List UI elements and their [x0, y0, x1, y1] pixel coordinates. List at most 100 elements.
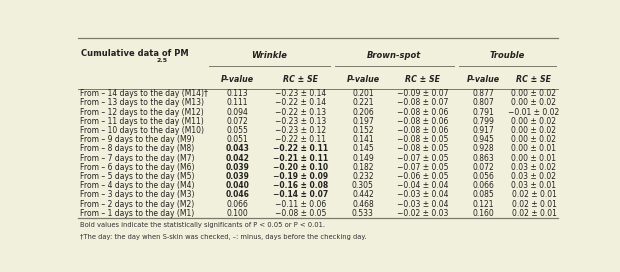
Text: −0.23 ± 0.14: −0.23 ± 0.14: [275, 89, 326, 98]
Text: 0.141: 0.141: [352, 135, 374, 144]
Text: 0.917: 0.917: [472, 126, 494, 135]
Text: −0.14 ± 0.07: −0.14 ± 0.07: [273, 190, 328, 199]
Text: 0.121: 0.121: [472, 200, 494, 209]
Text: 0.00 ± 0.02: 0.00 ± 0.02: [512, 89, 557, 98]
Text: From – 11 days to the day (M11): From – 11 days to the day (M11): [81, 117, 204, 126]
Text: 0.100: 0.100: [227, 209, 249, 218]
Text: 0.201: 0.201: [352, 89, 374, 98]
Text: 0.149: 0.149: [352, 154, 374, 163]
Text: −0.08 ± 0.06: −0.08 ± 0.06: [397, 126, 448, 135]
Text: P-value: P-value: [347, 75, 379, 84]
Text: Bold values indicate the statistically significants of P < 0.05 or P < 0.01.: Bold values indicate the statistically s…: [81, 222, 326, 228]
Text: 0.046: 0.046: [226, 190, 249, 199]
Text: 0.945: 0.945: [472, 135, 494, 144]
Text: 0.791: 0.791: [472, 108, 494, 117]
Text: −0.08 ± 0.05: −0.08 ± 0.05: [275, 209, 326, 218]
Text: From – 1 days to the day (M1): From – 1 days to the day (M1): [81, 209, 195, 218]
Text: −0.08 ± 0.06: −0.08 ± 0.06: [397, 108, 448, 117]
Text: Cumulative data of PM: Cumulative data of PM: [81, 50, 189, 58]
Text: −0.03 ± 0.04: −0.03 ± 0.04: [397, 200, 448, 209]
Text: From – 8 days to the day (M8): From – 8 days to the day (M8): [81, 144, 195, 153]
Text: 0.145: 0.145: [352, 144, 374, 153]
Text: Brown-spot: Brown-spot: [367, 51, 421, 60]
Text: −0.23 ± 0.13: −0.23 ± 0.13: [275, 117, 326, 126]
Text: 0.863: 0.863: [472, 154, 494, 163]
Text: 0.232: 0.232: [352, 172, 374, 181]
Text: −0.22 ± 0.11: −0.22 ± 0.11: [275, 135, 326, 144]
Text: 0.113: 0.113: [227, 89, 249, 98]
Text: 0.533: 0.533: [352, 209, 374, 218]
Text: †The day: the day when S-skin was checked, –: minus, days before the checking da: †The day: the day when S-skin was checke…: [81, 234, 367, 240]
Text: From – 9 days to the day (M9): From – 9 days to the day (M9): [81, 135, 195, 144]
Text: −0.19 ± 0.09: −0.19 ± 0.09: [273, 172, 328, 181]
Text: From – 3 days to the day (M3): From – 3 days to the day (M3): [81, 190, 195, 199]
Text: −0.01 ± 0.02: −0.01 ± 0.02: [508, 108, 560, 117]
Text: P-value: P-value: [221, 75, 254, 84]
Text: −0.22 ± 0.14: −0.22 ± 0.14: [275, 98, 326, 107]
Text: 0.072: 0.072: [227, 117, 249, 126]
Text: 0.051: 0.051: [227, 135, 249, 144]
Text: −0.22 ± 0.13: −0.22 ± 0.13: [275, 108, 326, 117]
Text: 0.152: 0.152: [352, 126, 374, 135]
Text: −0.09 ± 0.07: −0.09 ± 0.07: [397, 89, 448, 98]
Text: 0.197: 0.197: [352, 117, 374, 126]
Text: 0.799: 0.799: [472, 117, 494, 126]
Text: 0.040: 0.040: [226, 181, 249, 190]
Text: From – 12 days to the day (M12): From – 12 days to the day (M12): [81, 108, 204, 117]
Text: Wrinkle: Wrinkle: [251, 51, 287, 60]
Text: 0.094: 0.094: [226, 108, 249, 117]
Text: 2.5: 2.5: [156, 58, 167, 63]
Text: 0.305: 0.305: [352, 181, 374, 190]
Text: 0.02 ± 0.01: 0.02 ± 0.01: [512, 200, 556, 209]
Text: −0.11 ± 0.06: −0.11 ± 0.06: [275, 200, 326, 209]
Text: −0.07 ± 0.05: −0.07 ± 0.05: [397, 163, 448, 172]
Text: 0.442: 0.442: [352, 190, 374, 199]
Text: 0.055: 0.055: [226, 126, 249, 135]
Text: −0.08 ± 0.06: −0.08 ± 0.06: [397, 117, 448, 126]
Text: 0.056: 0.056: [472, 172, 494, 181]
Text: −0.16 ± 0.08: −0.16 ± 0.08: [273, 181, 328, 190]
Text: From – 4 days to the day (M4): From – 4 days to the day (M4): [81, 181, 195, 190]
Text: From – 7 days to the day (M7): From – 7 days to the day (M7): [81, 154, 195, 163]
Text: 0.00 ± 0.01: 0.00 ± 0.01: [512, 144, 557, 153]
Text: −0.20 ± 0.10: −0.20 ± 0.10: [273, 163, 328, 172]
Text: 0.00 ± 0.02: 0.00 ± 0.02: [512, 98, 557, 107]
Text: −0.07 ± 0.05: −0.07 ± 0.05: [397, 154, 448, 163]
Text: 0.00 ± 0.02: 0.00 ± 0.02: [512, 117, 557, 126]
Text: −0.06 ± 0.05: −0.06 ± 0.05: [397, 172, 448, 181]
Text: −0.08 ± 0.05: −0.08 ± 0.05: [397, 135, 448, 144]
Text: −0.22 ± 0.11: −0.22 ± 0.11: [273, 144, 328, 153]
Text: 0.206: 0.206: [352, 108, 374, 117]
Text: From – 2 days to the day (M2): From – 2 days to the day (M2): [81, 200, 195, 209]
Text: From – 5 days to the day (M5): From – 5 days to the day (M5): [81, 172, 195, 181]
Text: 0.03 ± 0.02: 0.03 ± 0.02: [512, 163, 557, 172]
Text: 0.03 ± 0.01: 0.03 ± 0.01: [512, 181, 557, 190]
Text: 0.111: 0.111: [227, 98, 248, 107]
Text: 0.928: 0.928: [472, 144, 494, 153]
Text: 0.00 ± 0.02: 0.00 ± 0.02: [512, 135, 557, 144]
Text: From – 13 days to the day (M13): From – 13 days to the day (M13): [81, 98, 205, 107]
Text: 0.468: 0.468: [352, 200, 374, 209]
Text: 0.085: 0.085: [472, 190, 494, 199]
Text: 0.039: 0.039: [226, 163, 249, 172]
Text: 0.02 ± 0.01: 0.02 ± 0.01: [512, 190, 556, 199]
Text: RC ± SE: RC ± SE: [283, 75, 318, 84]
Text: P-value: P-value: [466, 75, 500, 84]
Text: 0.807: 0.807: [472, 98, 494, 107]
Text: −0.23 ± 0.12: −0.23 ± 0.12: [275, 126, 326, 135]
Text: RC ± SE: RC ± SE: [516, 75, 551, 84]
Text: −0.08 ± 0.05: −0.08 ± 0.05: [397, 144, 448, 153]
Text: 0.066: 0.066: [472, 181, 494, 190]
Text: 0.039: 0.039: [226, 172, 249, 181]
Text: 0.042: 0.042: [226, 154, 249, 163]
Text: −0.04 ± 0.04: −0.04 ± 0.04: [397, 181, 448, 190]
Text: 0.066: 0.066: [226, 200, 249, 209]
Text: 0.877: 0.877: [472, 89, 494, 98]
Text: 0.221: 0.221: [352, 98, 374, 107]
Text: From – 10 days to the day (M10): From – 10 days to the day (M10): [81, 126, 205, 135]
Text: −0.21 ± 0.11: −0.21 ± 0.11: [273, 154, 328, 163]
Text: RC ± SE: RC ± SE: [405, 75, 440, 84]
Text: 0.072: 0.072: [472, 163, 494, 172]
Text: −0.08 ± 0.07: −0.08 ± 0.07: [397, 98, 448, 107]
Text: Trouble: Trouble: [489, 51, 525, 60]
